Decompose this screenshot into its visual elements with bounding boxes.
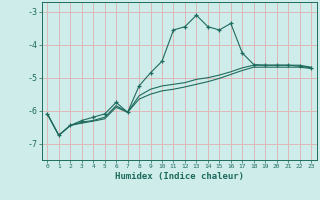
X-axis label: Humidex (Indice chaleur): Humidex (Indice chaleur) <box>115 172 244 181</box>
